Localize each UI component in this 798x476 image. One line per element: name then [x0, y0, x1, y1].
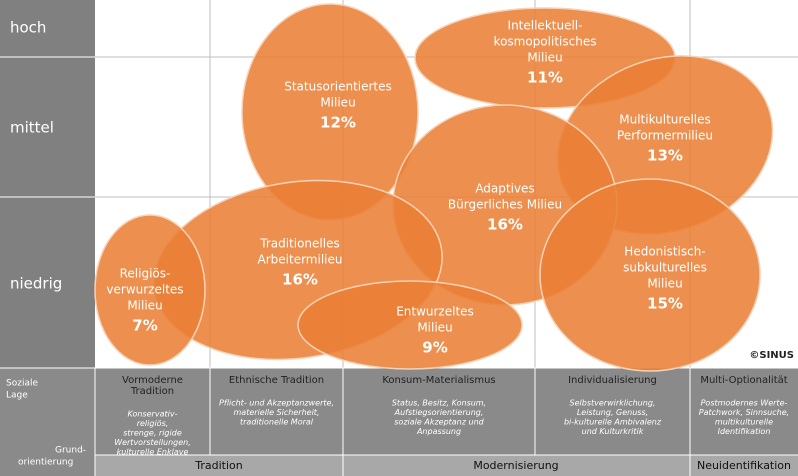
milieu-share: 16%	[282, 271, 318, 289]
column-description: Konservativ-	[128, 410, 178, 419]
milieu-label: verwurzeltes	[106, 283, 183, 297]
milieu-share: 7%	[132, 317, 157, 335]
milieu-label: Hedonistisch-	[624, 245, 705, 259]
axis-label: Grund-	[55, 446, 86, 456]
group-label: Modernisierung	[473, 459, 558, 472]
milieu-label: Traditionelles	[259, 237, 339, 251]
column-description: soziale Akzeptanz und	[394, 418, 484, 427]
column-title: Konsum-Materialismus	[382, 375, 495, 386]
milieu-label: Multikulturelles	[619, 113, 711, 127]
column-description: Pflicht- und Akzeptanzwerte,	[219, 399, 334, 408]
milieu-label: Arbeitermilieu	[258, 253, 343, 267]
copyright: ©SINUS	[749, 350, 794, 361]
column-description: strenge, rigide	[123, 429, 182, 438]
milieu-label: Performermilieu	[617, 129, 713, 143]
column-description: Leistung, Genuss,	[577, 408, 648, 417]
milieu-share: 15%	[647, 295, 683, 313]
column-title: Multi-Optionalität	[700, 375, 787, 386]
column-description: Status, Besitz, Konsum,	[392, 399, 486, 408]
milieu-label: Milieu	[320, 96, 355, 110]
column-description: Wertvorstellungen,	[114, 438, 191, 447]
column-description: Anpassung	[416, 427, 461, 436]
milieu-ellipse	[94, 214, 206, 366]
milieu-label: kosmopolitisches	[494, 35, 597, 49]
milieu-share: 11%	[527, 69, 563, 87]
column-description: und Kulturkritik	[582, 427, 644, 436]
column-description: Patchwork, Sinnsuche,	[699, 408, 789, 417]
row-label: hoch	[10, 19, 46, 37]
milieu-ellipse	[539, 178, 761, 372]
group-label: Tradition	[194, 459, 243, 472]
milieu-label: Milieu	[647, 277, 682, 291]
row-label: niedrig	[10, 275, 62, 293]
group-label: Neuidentifikation	[697, 459, 791, 472]
milieu-share: 9%	[422, 339, 447, 357]
column-description: multikulturelle	[715, 418, 773, 427]
milieu-label: Religiös-	[120, 267, 171, 281]
milieu-label: Adaptives	[475, 182, 534, 196]
group-strip	[95, 455, 798, 476]
milieu-label: Entwurzeltes	[396, 305, 474, 319]
milieu-label: Milieu	[417, 321, 452, 335]
row-label: mittel	[10, 119, 54, 137]
column-title: Tradition	[130, 386, 174, 397]
ellipses	[94, 3, 774, 372]
column-description: religiös,	[137, 419, 169, 428]
milieu-ellipse	[297, 280, 523, 370]
milieu-share: 16%	[487, 216, 523, 234]
milieu-share: 12%	[320, 114, 356, 132]
column-title: Ethnische Tradition	[229, 375, 324, 386]
row-panel	[0, 0, 95, 368]
column-title: Vormoderne	[122, 375, 183, 386]
column-description: traditionelle Moral	[240, 418, 314, 427]
column-description: materielle Sicherheit,	[234, 408, 320, 417]
milieu-share: 13%	[647, 147, 683, 165]
column-description: bi-kulturelle Ambivalenz	[564, 418, 662, 427]
axis-label: orientierung	[18, 458, 73, 468]
column-description: Aufstiegsorientierung,	[394, 408, 484, 417]
milieu-label: subkulturelles	[623, 261, 707, 275]
column-description: Postmodernes Werte-	[701, 399, 788, 408]
milieu-label: Milieu	[527, 51, 562, 65]
column-description: Identifikation	[718, 427, 771, 436]
column-description: Selbstverwirklichung,	[570, 399, 656, 408]
column-description: kulturelle Enklave	[117, 448, 189, 457]
milieu-label: Milieu	[127, 299, 162, 313]
milieu-label: Bürgerliches Milieu	[448, 198, 562, 212]
milieu-label: Intellektuell-	[508, 19, 583, 33]
labels: hoch mittel niedrig Statusorientiertes Milie…	[6, 19, 794, 473]
axis-label: Lage	[6, 391, 28, 401]
axis-label: Soziale	[6, 379, 38, 389]
column-title: Individualisierung	[568, 375, 657, 386]
milieu-label: Statusorientiertes	[284, 80, 392, 94]
